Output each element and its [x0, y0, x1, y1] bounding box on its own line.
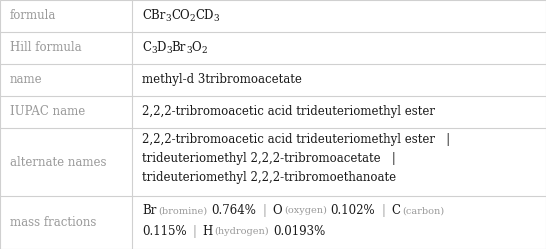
Text: mass fractions: mass fractions	[10, 216, 96, 229]
Text: CO: CO	[171, 9, 189, 22]
Text: 0.115%: 0.115%	[142, 225, 187, 238]
Text: 2,2,2-tribromoacetic acid trideuteriomethyl ester: 2,2,2-tribromoacetic acid trideuteriomet…	[142, 105, 435, 118]
Text: 3: 3	[213, 14, 219, 23]
Text: CBr: CBr	[142, 9, 165, 22]
Text: name: name	[10, 73, 43, 86]
Text: C: C	[142, 41, 151, 54]
Text: IUPAC name: IUPAC name	[10, 105, 85, 118]
Text: (hydrogen): (hydrogen)	[215, 227, 269, 236]
Text: 3: 3	[186, 46, 192, 55]
Text: 0.0193%: 0.0193%	[274, 225, 325, 238]
Text: O: O	[192, 41, 201, 54]
Text: Br: Br	[142, 204, 156, 217]
Text: |: |	[262, 204, 266, 217]
Text: trideuteriomethyl 2,2,2-tribromoethanoate: trideuteriomethyl 2,2,2-tribromoethanoat…	[142, 171, 396, 184]
Text: 2: 2	[201, 46, 207, 55]
Text: D: D	[157, 41, 166, 54]
Text: formula: formula	[10, 9, 56, 22]
Text: Hill formula: Hill formula	[10, 41, 81, 54]
Text: 3: 3	[151, 46, 157, 55]
Text: 3: 3	[165, 14, 171, 23]
Text: 3: 3	[166, 46, 171, 55]
Text: 2,2,2-tribromoacetic acid trideuteriomethyl ester   |: 2,2,2-tribromoacetic acid trideuteriomet…	[142, 133, 450, 146]
Text: Br: Br	[171, 41, 186, 54]
Text: (oxygen): (oxygen)	[284, 206, 327, 215]
Text: alternate names: alternate names	[10, 156, 106, 169]
Text: |: |	[193, 225, 197, 238]
Text: H: H	[203, 225, 213, 238]
Text: (bromine): (bromine)	[158, 206, 207, 215]
Text: methyl-d 3tribromoacetate: methyl-d 3tribromoacetate	[142, 73, 302, 86]
Text: trideuteriomethyl 2,2,2-tribromoacetate   |: trideuteriomethyl 2,2,2-tribromoacetate …	[142, 152, 396, 165]
Text: CD: CD	[195, 9, 213, 22]
Text: 0.764%: 0.764%	[211, 204, 256, 217]
Text: 2: 2	[189, 14, 195, 23]
Text: O: O	[272, 204, 282, 217]
Text: 0.102%: 0.102%	[331, 204, 375, 217]
Text: |: |	[381, 204, 385, 217]
Text: C: C	[391, 204, 400, 217]
Text: (carbon): (carbon)	[402, 206, 444, 215]
